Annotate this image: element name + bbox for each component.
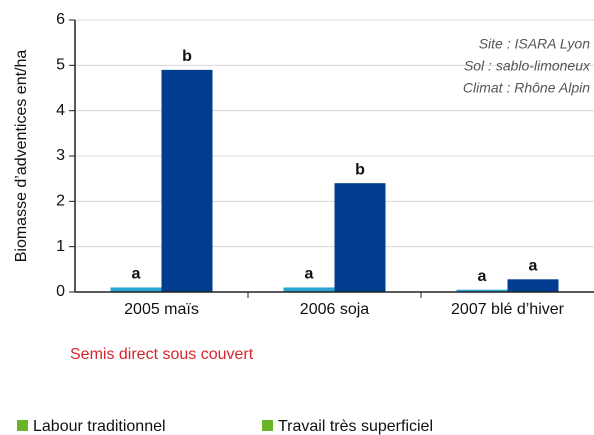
y-tick-label: 6 <box>56 11 65 28</box>
bar-letter: a <box>305 266 314 283</box>
bar-letter: b <box>182 48 192 65</box>
x-tick-label: 2007 blé d’hiver <box>451 301 565 318</box>
y-tick-label: 4 <box>56 102 65 119</box>
bar-letter: a <box>478 268 487 285</box>
y-tick-label: 1 <box>56 238 65 255</box>
x-tick-label: 2005 maïs <box>124 301 199 318</box>
annotation: Sol : sablo-limoneux <box>464 58 591 74</box>
bar-letter: a <box>529 258 538 275</box>
bar-letter: a <box>132 266 141 283</box>
bar <box>456 289 508 292</box>
bar <box>334 183 386 292</box>
annotation: Site : ISARA Lyon <box>479 36 590 52</box>
y-tick-label: 2 <box>56 193 65 210</box>
legend-swatch <box>17 420 28 431</box>
legend-label: Semis direct sous couvert <box>70 346 254 363</box>
y-tick-label: 0 <box>56 283 65 300</box>
bar <box>161 69 213 292</box>
legend-label: Labour traditionnel <box>33 418 166 435</box>
bar-letter: b <box>355 161 365 178</box>
annotation: Climat : Rhône Alpin <box>463 80 590 96</box>
y-tick-label: 5 <box>56 57 65 74</box>
legend-label: Travail très superficiel <box>278 418 433 435</box>
y-axis-label: Biomasse d’adventices ent/ha <box>13 50 30 263</box>
x-tick-label: 2006 soja <box>300 301 369 318</box>
y-tick-label: 3 <box>56 147 65 164</box>
bar <box>507 279 559 292</box>
bar <box>110 287 162 292</box>
legend-swatch <box>262 420 273 431</box>
bar <box>283 287 335 292</box>
